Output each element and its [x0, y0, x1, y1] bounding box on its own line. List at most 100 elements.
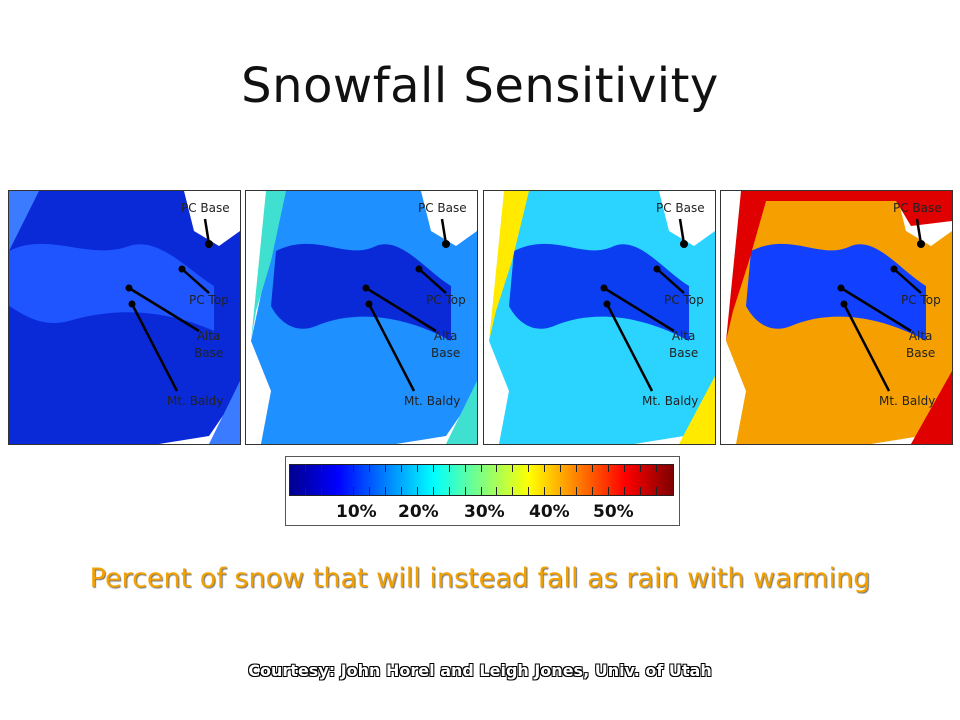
- colorbar-tick: [481, 487, 482, 495]
- colorbar-tick: [624, 487, 625, 495]
- pointer-pc-top: [656, 268, 685, 294]
- pointer-alta-base: [840, 286, 912, 333]
- map-panel-4: PC Base PC Top Alta Base Mt. Baldy: [720, 190, 953, 445]
- label-pc-top: PC Top: [901, 293, 941, 307]
- colorbar-tick-label: 20%: [398, 502, 439, 522]
- label-pc-base: PC Base: [656, 201, 705, 215]
- pointer-pc-base: [678, 218, 686, 245]
- colorbar-tick: [401, 487, 402, 495]
- colorbar-tick: [656, 487, 657, 495]
- colorbar-tick: [305, 464, 306, 472]
- colorbar-tick: [624, 464, 625, 472]
- terrain-edge: [251, 191, 477, 444]
- terrain-edge: [489, 191, 715, 444]
- terrain-map-4: [726, 191, 952, 444]
- label-pc-base: PC Base: [181, 201, 230, 215]
- label-alta-base: Alta Base: [906, 329, 936, 360]
- colorbar-tick: [528, 487, 529, 495]
- colorbar-tick: [560, 464, 561, 472]
- colorbar-tick: [353, 464, 354, 472]
- label-mt-baldy: Mt. Baldy: [167, 394, 224, 408]
- slide-caption: Percent of snow that will instead fall a…: [89, 563, 871, 594]
- colorbar-tick: [656, 464, 657, 472]
- terrain-ridge: [746, 243, 926, 341]
- colorbar-tick: [640, 487, 641, 495]
- label-alta-base: Alta Base: [194, 329, 224, 360]
- colorbar-tick: [337, 464, 338, 472]
- colorbar-tick: [592, 464, 593, 472]
- terrain-edge: [726, 191, 952, 444]
- colorbar-tick: [433, 464, 434, 472]
- colorbar-tick: [321, 464, 322, 472]
- colorbar-tick: [417, 464, 418, 472]
- colorbar-tick: [465, 464, 466, 472]
- colorbar-tick: [449, 487, 450, 495]
- pointer-mt-baldy: [367, 303, 416, 392]
- pointer-mt-baldy: [605, 303, 654, 392]
- colorbar-tick: [528, 464, 529, 472]
- label-pc-top: PC Top: [426, 293, 466, 307]
- pointer-alta-base: [603, 286, 675, 333]
- colorbar-tick: [512, 487, 513, 495]
- colorbar-tick-label: 30%: [464, 502, 505, 522]
- colorbar-tick: [544, 464, 545, 472]
- colorbar-tick: [369, 487, 370, 495]
- colorbar-tick: [496, 464, 497, 472]
- label-pc-top: PC Top: [189, 293, 229, 307]
- pointer-pc-top: [893, 268, 922, 294]
- colorbar-tick: [576, 464, 577, 472]
- colorbar-tick: [305, 487, 306, 495]
- pointer-pc-top: [418, 268, 447, 294]
- colorbar-tick: [608, 487, 609, 495]
- pointer-pc-base: [915, 218, 923, 245]
- map-panel-2: PC Base PC Top Alta Base Mt. Baldy: [245, 190, 478, 445]
- terrain-ridge: [271, 243, 451, 341]
- label-mt-baldy: Mt. Baldy: [404, 394, 461, 408]
- pointer-pc-base: [440, 218, 448, 245]
- colorbar-tick-label: 10%: [336, 502, 377, 522]
- colorbar-tick: [321, 487, 322, 495]
- terrain-map-1: [9, 191, 240, 444]
- pointer-mt-baldy: [842, 303, 891, 392]
- colorbar-tick: [496, 487, 497, 495]
- colorbar-tick: [337, 487, 338, 495]
- pointer-pc-top: [181, 268, 210, 294]
- colorbar-tick: [544, 487, 545, 495]
- colorbar-tick: [401, 464, 402, 472]
- pointer-mt-baldy: [130, 303, 179, 392]
- colorbar-tick: [353, 487, 354, 495]
- colorbar-tick: [512, 464, 513, 472]
- label-alta-base: Alta Base: [431, 329, 461, 360]
- colorbar-tick: [481, 464, 482, 472]
- colorbar-tick: [608, 464, 609, 472]
- colorbar-tick-label: 40%: [529, 502, 570, 522]
- map-panel-3: PC Base PC Top Alta Base Mt. Baldy: [483, 190, 716, 445]
- colorbar-tick: [449, 464, 450, 472]
- colorbar-tick: [385, 464, 386, 472]
- colorbar-tick: [640, 464, 641, 472]
- pointer-alta-base: [365, 286, 437, 333]
- slide-credit: Courtesy: John Horel and Leigh Jones, Un…: [248, 661, 712, 680]
- label-mt-baldy: Mt. Baldy: [879, 394, 936, 408]
- colorbar-tick: [433, 487, 434, 495]
- label-pc-base: PC Base: [418, 201, 467, 215]
- colorbar-tick: [560, 487, 561, 495]
- pointer-alta-base: [128, 286, 200, 333]
- colorbar-tick: [576, 487, 577, 495]
- label-mt-baldy: Mt. Baldy: [642, 394, 699, 408]
- slide-title: Snowfall Sensitivity: [241, 58, 719, 114]
- colorbar-tick: [417, 487, 418, 495]
- terrain-map-3: [489, 191, 715, 444]
- colorbar-legend: 10% 20% 30% 40% 50%: [285, 456, 680, 526]
- terrain-ridge: [509, 243, 689, 341]
- colorbar-tick: [385, 487, 386, 495]
- pointer-pc-base: [203, 218, 211, 245]
- label-pc-base: PC Base: [893, 201, 942, 215]
- colorbar-tick-label: 50%: [593, 502, 634, 522]
- label-alta-base: Alta Base: [669, 329, 699, 360]
- map-panel-1: PC Base PC Top Alta Base Mt. Baldy: [8, 190, 241, 445]
- terrain-map-2: [251, 191, 477, 444]
- colorbar-tick: [465, 487, 466, 495]
- colorbar-tick: [592, 487, 593, 495]
- colorbar-tick: [369, 464, 370, 472]
